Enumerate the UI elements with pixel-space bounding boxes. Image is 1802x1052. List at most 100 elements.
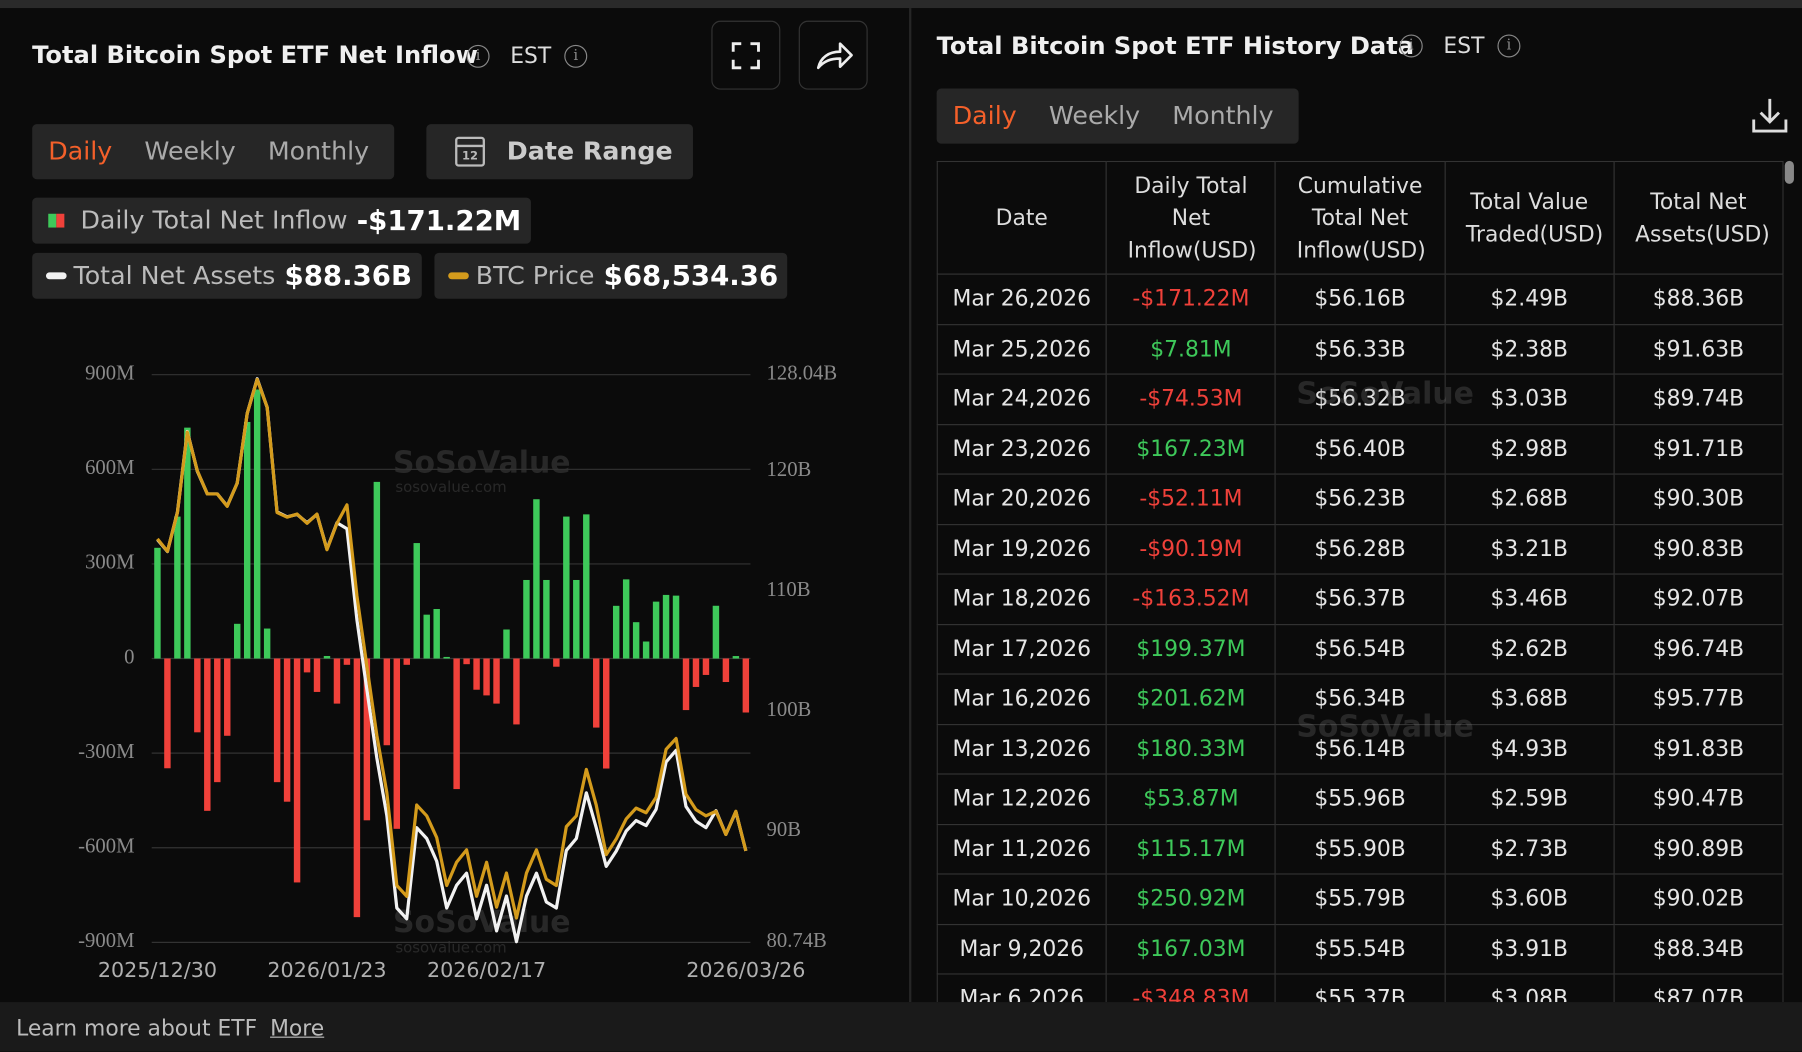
watermark: SoSoValue bbox=[393, 445, 571, 481]
bar bbox=[393, 658, 401, 829]
table-cell: Mar 25,2026 bbox=[936, 323, 1107, 375]
table-cell: $201.62M bbox=[1105, 673, 1277, 725]
table-row: Mar 11,2026 $115.17M $55.90B $2.73B $90.89B bbox=[936, 823, 1784, 875]
calendar-icon: 12 bbox=[455, 136, 485, 167]
bar bbox=[692, 658, 700, 687]
table-cell: $250.92M bbox=[1105, 873, 1277, 925]
table-cell: $56.40B bbox=[1274, 423, 1446, 475]
table-cell: $56.23B bbox=[1274, 473, 1446, 525]
x-tick-label: 2026/03/26 bbox=[686, 958, 805, 982]
tab[interactable]: Weekly bbox=[1048, 101, 1141, 131]
bar bbox=[662, 594, 670, 659]
bar bbox=[453, 658, 460, 790]
legend-item: Total Net Assets $88.36B bbox=[32, 252, 422, 299]
table-cell: Mar 6,2026 bbox=[936, 973, 1107, 1003]
bar bbox=[194, 658, 201, 733]
y-tick-label: -600M bbox=[78, 835, 134, 857]
table-cell: $2.59B bbox=[1444, 773, 1615, 825]
legend-label: Total Net Assets bbox=[73, 261, 276, 291]
download-icon[interactable] bbox=[1747, 92, 1793, 138]
table-cell: Mar 23,2026 bbox=[936, 423, 1107, 475]
chart: 900M 600M 300M 0 -300M -600M -900M 128.04B 120B 1… bbox=[78, 362, 837, 982]
table-cell: $53.87M bbox=[1105, 773, 1277, 825]
bar bbox=[702, 658, 710, 675]
table-cell: $55.54B bbox=[1274, 923, 1446, 975]
table-cell: $55.37B bbox=[1274, 973, 1446, 1003]
table-row: Mar 19,2026 -$90.19M $56.28B $3.21B $90.83B bbox=[936, 523, 1784, 575]
y-tick-label: -900M bbox=[78, 930, 134, 952]
table-cell: $2.73B bbox=[1444, 823, 1615, 875]
bar bbox=[413, 543, 420, 659]
bar bbox=[433, 608, 440, 659]
table-cell: -$348.83M bbox=[1105, 973, 1277, 1003]
legend-swatch bbox=[48, 213, 65, 228]
table-row: Mar 13,2026 $180.33M $56.14B $4.93B $91.83B bbox=[936, 723, 1784, 775]
table-cell: $55.79B bbox=[1274, 873, 1446, 925]
table-cell: $7.81M bbox=[1105, 323, 1277, 375]
bar bbox=[553, 658, 560, 667]
table-cell: -$74.53M bbox=[1105, 373, 1277, 425]
fullscreen-icon bbox=[731, 42, 760, 70]
table-cell: $2.49B bbox=[1444, 273, 1615, 325]
bar bbox=[243, 421, 251, 659]
bar bbox=[563, 516, 570, 659]
table-cell: $56.16B bbox=[1274, 273, 1446, 325]
y2-tick-label: 110B bbox=[767, 579, 811, 601]
bar bbox=[164, 658, 171, 769]
table-cell: $167.03M bbox=[1105, 923, 1277, 975]
scrollbar[interactable] bbox=[1784, 160, 1794, 184]
table-cell: $91.63B bbox=[1613, 323, 1784, 375]
tab[interactable]: Weekly bbox=[144, 137, 236, 167]
period-tabs: Daily Weekly Monthly bbox=[936, 88, 1299, 144]
bar bbox=[214, 658, 221, 783]
table-row: Mar 23,2026 $167.23M $56.40B $2.98B $91.71B bbox=[936, 423, 1784, 475]
table-cell: $91.83B bbox=[1613, 723, 1784, 775]
table-container: Date Daily Total Net Inflow(USD) Cumulativ… bbox=[936, 160, 1784, 1003]
share-icon bbox=[816, 42, 853, 70]
table-cell: $3.46B bbox=[1444, 573, 1615, 625]
bar bbox=[323, 655, 331, 659]
table-cell: Mar 26,2026 bbox=[936, 273, 1107, 325]
table-cell: -$171.22M bbox=[1105, 273, 1277, 325]
legend-swatch bbox=[45, 272, 67, 280]
date-range-button[interactable]: 12 Date Range bbox=[426, 124, 693, 180]
info-icon[interactable]: i bbox=[564, 44, 588, 68]
share-button[interactable] bbox=[798, 20, 868, 90]
bar bbox=[403, 658, 410, 665]
table-cell: $55.96B bbox=[1274, 773, 1446, 825]
table-cell: $55.90B bbox=[1274, 823, 1446, 875]
tab[interactable]: Monthly bbox=[1172, 101, 1274, 131]
bar bbox=[593, 658, 600, 728]
table-row: Mar 26,2026 -$171.22M $56.16B $2.49B $88.36B bbox=[936, 273, 1784, 325]
tab[interactable]: Daily bbox=[48, 137, 113, 167]
y2-tick-label: 90B bbox=[767, 819, 801, 841]
date-range-label: Date Range bbox=[506, 137, 673, 167]
legend-item: BTC Price $68,534.36 bbox=[434, 252, 788, 299]
table-row: Mar 9,2026 $167.03M $55.54B $3.91B $88.34B bbox=[936, 923, 1784, 975]
info-icon[interactable]: i bbox=[466, 44, 490, 68]
bar bbox=[543, 579, 550, 659]
table-cell: Mar 17,2026 bbox=[936, 623, 1107, 675]
table-cell: Mar 16,2026 bbox=[936, 673, 1107, 725]
y-tick-label: -300M bbox=[78, 741, 134, 763]
y-tick-label: 900M bbox=[85, 362, 134, 384]
tab[interactable]: Daily bbox=[952, 101, 1017, 131]
table-row: Mar 20,2026 -$52.11M $56.23B $2.68B $90.30B bbox=[936, 473, 1784, 525]
legend-swatch bbox=[448, 272, 469, 280]
fullscreen-button[interactable] bbox=[711, 20, 781, 90]
table-cell: $90.02B bbox=[1613, 873, 1784, 925]
table-cell: $167.23M bbox=[1105, 423, 1277, 475]
bar bbox=[253, 389, 261, 659]
bar bbox=[533, 499, 540, 659]
tab[interactable]: Monthly bbox=[267, 137, 370, 167]
x-tick-label: 2026/01/23 bbox=[267, 958, 386, 982]
watermark: SoSoValue bbox=[1296, 376, 1474, 412]
info-icon[interactable]: i bbox=[1399, 34, 1423, 58]
table-cell: $4.93B bbox=[1444, 723, 1615, 775]
table-row: Mar 18,2026 -$163.52M $56.37B $3.46B $92.07B bbox=[936, 573, 1784, 625]
table-cell: $3.68B bbox=[1444, 673, 1615, 725]
info-icon[interactable]: i bbox=[1497, 34, 1521, 58]
panel-title: Total Bitcoin Spot ETF History Data bbox=[936, 32, 1415, 60]
footer-link[interactable]: More bbox=[270, 1015, 325, 1042]
